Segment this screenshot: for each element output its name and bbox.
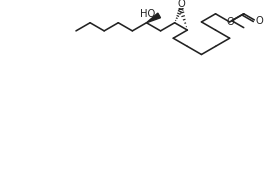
Text: O: O — [255, 16, 263, 26]
Text: O: O — [177, 0, 185, 9]
Text: HO: HO — [140, 9, 155, 19]
Polygon shape — [147, 13, 161, 23]
Text: O: O — [227, 17, 235, 27]
